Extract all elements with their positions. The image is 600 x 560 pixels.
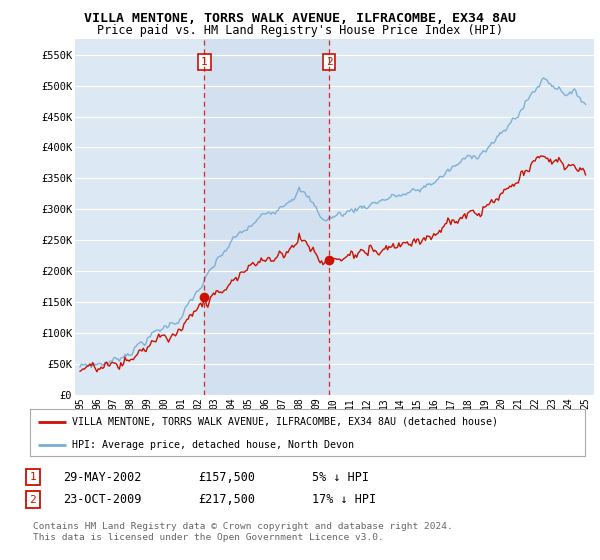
- Text: 5% ↓ HPI: 5% ↓ HPI: [312, 470, 369, 484]
- Text: HPI: Average price, detached house, North Devon: HPI: Average price, detached house, Nort…: [71, 440, 353, 450]
- Text: 2: 2: [29, 494, 37, 505]
- Text: Price paid vs. HM Land Registry's House Price Index (HPI): Price paid vs. HM Land Registry's House …: [97, 24, 503, 36]
- Text: 17% ↓ HPI: 17% ↓ HPI: [312, 493, 376, 506]
- Text: 29-MAY-2002: 29-MAY-2002: [63, 470, 142, 484]
- Text: 23-OCT-2009: 23-OCT-2009: [63, 493, 142, 506]
- Text: 2: 2: [326, 57, 332, 67]
- Text: 1: 1: [201, 57, 208, 67]
- Text: This data is licensed under the Open Government Licence v3.0.: This data is licensed under the Open Gov…: [33, 533, 384, 542]
- Text: £217,500: £217,500: [198, 493, 255, 506]
- Text: VILLA MENTONE, TORRS WALK AVENUE, ILFRACOMBE, EX34 8AU (detached house): VILLA MENTONE, TORRS WALK AVENUE, ILFRAC…: [71, 417, 497, 427]
- Text: £157,500: £157,500: [198, 470, 255, 484]
- Text: VILLA MENTONE, TORRS WALK AVENUE, ILFRACOMBE, EX34 8AU: VILLA MENTONE, TORRS WALK AVENUE, ILFRAC…: [84, 12, 516, 25]
- Bar: [205, 39, 329, 395]
- Text: 1: 1: [29, 472, 37, 482]
- Text: Contains HM Land Registry data © Crown copyright and database right 2024.: Contains HM Land Registry data © Crown c…: [33, 522, 453, 531]
